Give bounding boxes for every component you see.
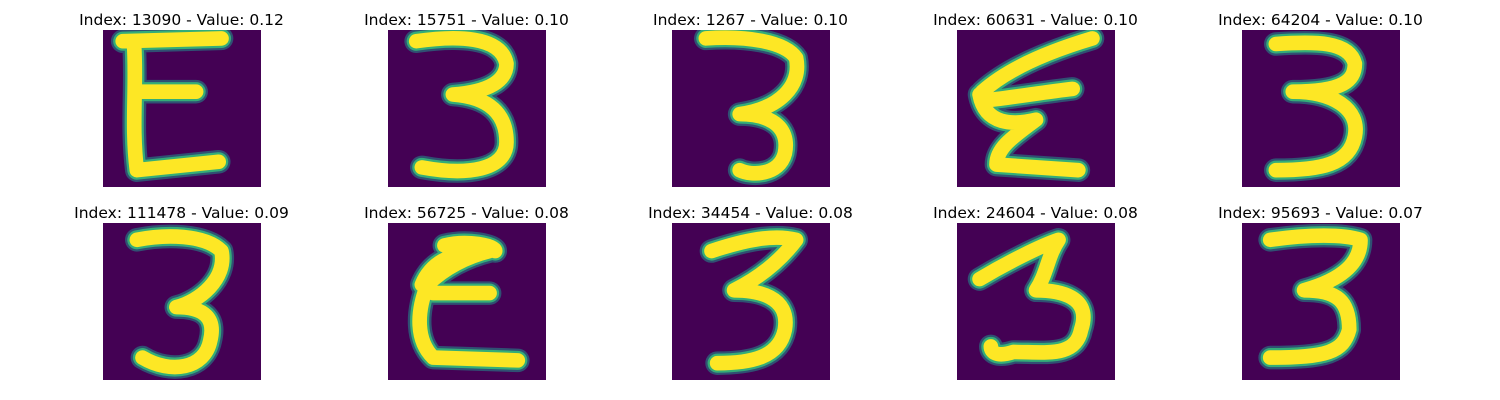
digit-drawing <box>1257 223 1372 370</box>
image-panel: Index: 111478 - Value: 0.09 <box>39 203 324 393</box>
digit-image <box>102 30 261 187</box>
image-panel: Index: 60631 - Value: 0.10 <box>893 10 1178 200</box>
digit-image <box>671 30 830 187</box>
image-panel: Index: 24604 - Value: 0.08 <box>893 203 1178 393</box>
panel-title: Index: 56725 - Value: 0.08 <box>364 204 569 222</box>
digit-drawing <box>699 225 808 375</box>
panel-title: Index: 64204 - Value: 0.10 <box>1218 11 1423 29</box>
digit-drawing <box>967 228 1095 367</box>
digit-drawing <box>967 30 1104 182</box>
image-panel: Index: 95693 - Value: 0.07 <box>1178 203 1463 393</box>
panel-title: Index: 60631 - Value: 0.10 <box>933 11 1138 29</box>
digit-image <box>1241 30 1400 187</box>
image-panel: Index: 1267 - Value: 0.10 <box>608 10 893 200</box>
digit-image <box>387 223 546 380</box>
panel-title: Index: 34454 - Value: 0.08 <box>648 204 853 222</box>
image-panel: Index: 64204 - Value: 0.10 <box>1178 10 1463 200</box>
digit-drawing <box>124 224 234 379</box>
digit-image <box>1241 223 1400 380</box>
digit-image <box>671 223 830 380</box>
digit-image <box>387 30 546 187</box>
panel-title: Index: 13090 - Value: 0.12 <box>79 11 284 29</box>
digit-drawing <box>403 30 518 183</box>
digit-drawing <box>1263 31 1367 182</box>
digit-image <box>956 223 1115 380</box>
image-panel: Index: 56725 - Value: 0.08 <box>324 203 609 393</box>
image-panel: Index: 13090 - Value: 0.12 <box>39 10 324 200</box>
panel-title: Index: 95693 - Value: 0.07 <box>1218 204 1423 222</box>
digit-drawing <box>110 30 233 182</box>
image-panel: Index: 15751 - Value: 0.10 <box>324 10 609 200</box>
panel-title: Index: 111478 - Value: 0.09 <box>74 204 289 222</box>
panel-title: Index: 15751 - Value: 0.10 <box>364 11 569 29</box>
digit-drawing <box>693 30 809 186</box>
digit-image <box>102 223 261 380</box>
panel-title: Index: 24604 - Value: 0.08 <box>933 204 1138 222</box>
digit-drawing <box>407 231 530 373</box>
image-panel: Index: 34454 - Value: 0.08 <box>608 203 893 393</box>
panel-title: Index: 1267 - Value: 0.10 <box>653 11 848 29</box>
digit-image <box>956 30 1115 187</box>
